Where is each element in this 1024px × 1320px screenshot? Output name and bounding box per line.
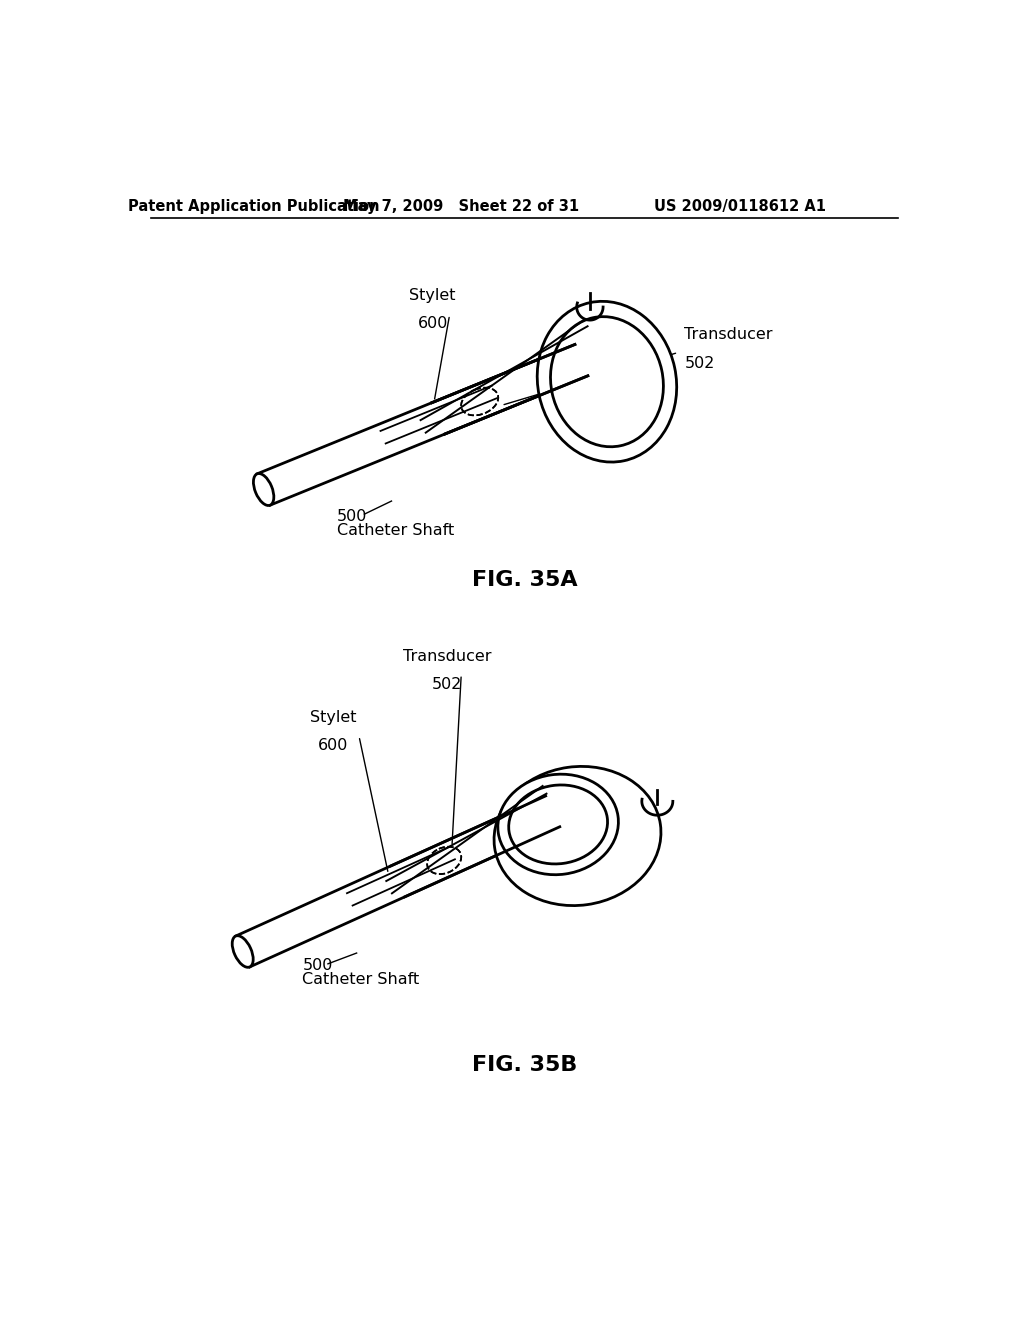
Text: 500: 500 <box>337 508 368 524</box>
Ellipse shape <box>509 785 607 863</box>
Ellipse shape <box>253 474 273 506</box>
Text: Patent Application Publication: Patent Application Publication <box>128 198 379 214</box>
Ellipse shape <box>232 936 253 968</box>
Text: FIG. 35B: FIG. 35B <box>472 1056 578 1076</box>
Text: Transducer: Transducer <box>403 648 492 664</box>
Text: 600: 600 <box>418 317 447 331</box>
Ellipse shape <box>494 767 660 906</box>
Text: US 2009/0118612 A1: US 2009/0118612 A1 <box>654 198 826 214</box>
Text: Catheter Shaft: Catheter Shaft <box>337 523 455 537</box>
Ellipse shape <box>498 775 618 875</box>
Text: Catheter Shaft: Catheter Shaft <box>302 972 420 986</box>
Ellipse shape <box>538 301 677 462</box>
Text: Stylet: Stylet <box>410 288 456 304</box>
Text: Transducer: Transducer <box>684 326 773 342</box>
Text: FIG. 35A: FIG. 35A <box>472 570 578 590</box>
Text: 500: 500 <box>302 958 333 973</box>
Ellipse shape <box>551 317 664 446</box>
Text: 502: 502 <box>432 677 463 692</box>
Text: 502: 502 <box>684 355 715 371</box>
Text: 600: 600 <box>318 738 348 754</box>
Text: May 7, 2009   Sheet 22 of 31: May 7, 2009 Sheet 22 of 31 <box>343 198 580 214</box>
Text: Stylet: Stylet <box>310 710 356 725</box>
